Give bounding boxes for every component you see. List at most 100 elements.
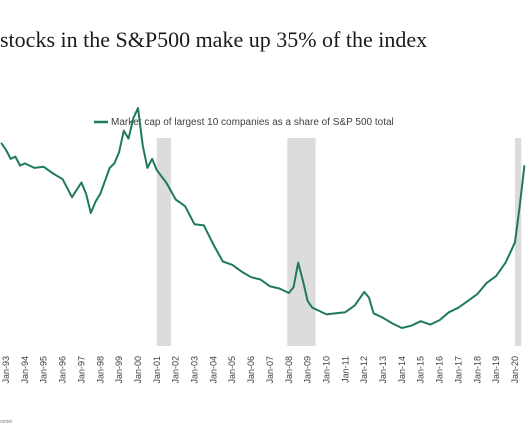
x-tick-label: Jan-97 [76,356,86,384]
chart-title: stocks in the S&P500 make up 35% of the … [0,27,428,52]
data-point [486,282,488,284]
data-point [505,262,507,264]
data-point [259,278,262,281]
data-point [113,162,115,164]
data-point [391,322,394,325]
x-tick-label: Jan-99 [114,356,124,384]
data-point [43,166,45,168]
data-point [325,313,328,315]
data-point [519,205,521,207]
x-tick-label: Jan-03 [190,356,200,384]
x-tick-label: Jan-12 [359,356,369,384]
data-point [5,149,7,151]
x-tick-label: Jan-98 [95,356,105,384]
data-point [429,324,431,326]
data-point [448,311,450,313]
data-point [85,193,87,195]
source-note: omist [0,419,12,425]
data-point [94,201,97,203]
x-tick-label: Jan-05 [227,356,237,384]
data-point [127,138,130,140]
data-point [175,198,177,201]
data-point [302,280,304,282]
x-tick-label: Jan-08 [284,356,294,384]
data-point [316,309,318,311]
data-point [14,156,16,158]
data-point [90,212,92,214]
data-point [241,271,243,273]
data-point [99,193,101,195]
data-point [410,325,412,327]
data-point [142,144,144,146]
x-tick-label: Jan-11 [340,356,350,383]
data-point [523,165,526,167]
data-point [231,264,233,266]
x-tick-label: Jan-96 [58,356,68,384]
legend-label: Market cap of largest 10 companies as a … [111,117,394,128]
data-point [0,142,2,144]
x-tick-label: Jan-95 [39,356,49,384]
x-tick-label: Jan-07 [265,356,275,384]
x-tick-label: Jan-16 [435,356,445,384]
x-tick-label: Jan-18 [472,356,482,384]
data-point [354,304,356,306]
data-point [71,196,73,198]
data-point [193,223,196,225]
recession-band [156,138,171,346]
recession-band [287,138,316,346]
data-point [52,172,54,175]
x-tick-labels: Jan-93 Jan-94 Jan-95 Jan-96 Jan-97 Jan-98 Jan-… [1,356,520,384]
data-point [165,181,167,184]
data-point [109,167,111,169]
data-point [269,285,271,287]
data-point [222,260,224,263]
x-tick-label: Jan-93 [1,356,11,384]
data-point [146,167,148,169]
data-point [118,151,120,153]
data-point [19,165,21,167]
data-point [311,307,313,309]
x-tick-label: Jan-19 [491,356,501,384]
data-point [439,319,441,321]
x-tick-label: Jan-00 [133,356,143,384]
recession-shading-group [156,138,522,346]
data-point [123,130,125,132]
x-tick-label: Jan-14 [397,356,407,384]
data-point [467,300,469,302]
x-tick-label: Jan-17 [453,356,463,384]
data-point [132,117,134,119]
data-point [151,158,153,160]
recession-band [515,138,522,346]
data-point [278,287,280,290]
x-tick-label: Jan-02 [171,356,181,384]
data-point [10,158,12,160]
data-point [335,312,337,314]
data-point [363,291,365,293]
data-point [80,181,82,184]
x-tick-label: Jan-13 [378,356,388,384]
x-tick-label: Jan-04 [208,356,218,384]
data-point [297,262,299,264]
data-point [250,276,252,278]
data-point [203,224,205,226]
x-tick-label: Jan-09 [303,356,313,384]
data-point [62,178,64,180]
series-line [0,107,526,329]
data-point [24,162,26,164]
data-point [288,292,290,294]
data-point [382,317,384,319]
data-point [307,300,309,302]
data-point [420,320,422,322]
x-tick-label: Jan-06 [246,356,256,384]
data-point [368,296,370,299]
data-point [457,307,459,309]
x-tick-label: Jan-10 [322,356,332,384]
data-point [401,327,403,329]
x-tick-label: Jan-01 [152,356,162,384]
x-tick-label: Jan-20 [510,356,520,384]
data-point [476,293,478,295]
data-point [212,243,214,246]
data-point [514,241,516,243]
data-point [184,205,186,207]
data-point [137,107,139,109]
